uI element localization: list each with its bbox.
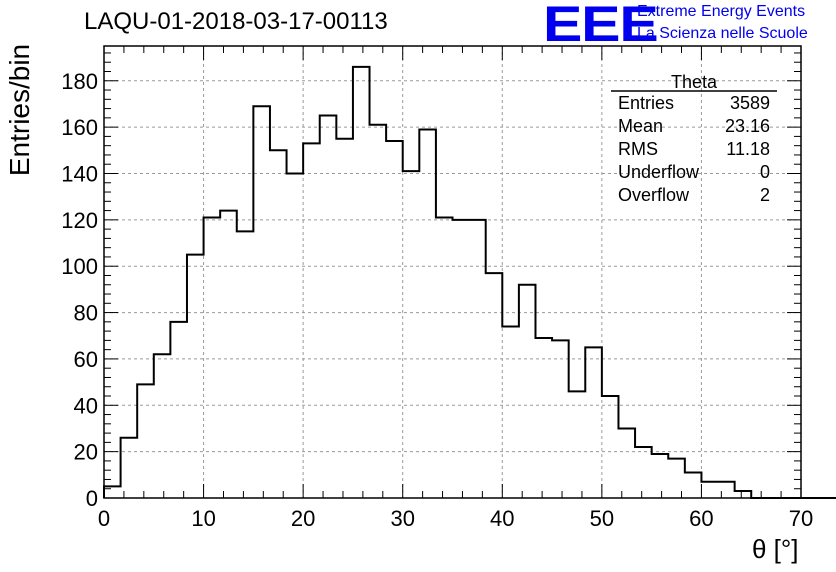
y-tick-label: 20 — [74, 440, 98, 465]
y-tick-label: 60 — [74, 347, 98, 372]
stats-row-mean: Mean 23.16 — [618, 116, 770, 137]
stats-row-overflow: Overflow 2 — [618, 185, 770, 206]
stats-label: RMS — [618, 139, 658, 159]
logo-line-2: La Scienza nelle Scuole — [637, 25, 808, 42]
stats-value: 2 — [759, 185, 770, 205]
eee-logo: EEE — [543, 0, 659, 52]
stats-value: 23.16 — [724, 116, 770, 136]
y-tick-label: 100 — [61, 254, 98, 279]
x-axis-label: θ [°] — [752, 534, 799, 564]
x-tick-label: 40 — [490, 506, 514, 531]
logo-line-1: Extreme Energy Events — [637, 3, 806, 20]
y-tick-label: 0 — [86, 486, 98, 511]
x-tick-label: 20 — [291, 506, 315, 531]
y-tick-label: 180 — [61, 69, 98, 94]
y-tick-label: 120 — [61, 208, 98, 233]
stats-value: 0 — [759, 162, 770, 182]
x-tick-label: 50 — [590, 506, 614, 531]
stats-label: Mean — [618, 116, 664, 136]
stats-value: 11.18 — [726, 139, 770, 159]
stats-label: Entries — [618, 93, 675, 113]
axis-ticks — [103, 46, 802, 499]
y-tick-label: 140 — [61, 161, 98, 186]
stats-row-rms: RMS 11.18 — [618, 139, 770, 160]
chart-title: LAQU-01-2018-03-17-00113 — [84, 8, 388, 35]
x-tick-label: 10 — [191, 506, 215, 531]
x-tick-label: 70 — [789, 506, 813, 531]
stats-row-entries: Entries 3589 — [618, 93, 770, 114]
y-tick-label: 40 — [74, 393, 98, 418]
stats-label: Overflow — [618, 185, 690, 205]
stats-label: Underflow — [618, 162, 700, 182]
plot-frame — [103, 45, 802, 499]
stats-row-underflow: Underflow 0 — [618, 162, 770, 183]
histogram-outline — [103, 65, 836, 499]
y-tick-label: 80 — [74, 301, 98, 326]
x-tick-label: 0 — [98, 506, 110, 531]
grid-lines — [104, 46, 801, 498]
x-tick-label: 60 — [689, 506, 713, 531]
y-tick-label: 160 — [61, 115, 98, 140]
x-tick-label: 30 — [390, 506, 414, 531]
y-axis-label: Entries/bin — [4, 43, 35, 177]
stats-value: 3589 — [729, 93, 770, 113]
stats-box-title: Theta — [670, 72, 718, 92]
